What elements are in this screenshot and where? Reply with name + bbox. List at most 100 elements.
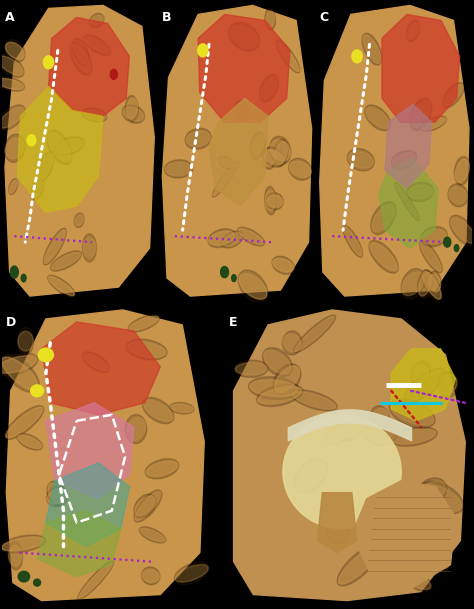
Ellipse shape: [219, 158, 234, 167]
Text: A: A: [5, 12, 15, 24]
Ellipse shape: [365, 107, 390, 128]
Ellipse shape: [407, 182, 434, 202]
Ellipse shape: [220, 266, 229, 278]
Ellipse shape: [337, 420, 362, 438]
Ellipse shape: [396, 183, 419, 220]
Ellipse shape: [32, 180, 43, 198]
Ellipse shape: [47, 481, 67, 506]
Ellipse shape: [238, 229, 264, 244]
Ellipse shape: [370, 242, 398, 271]
Ellipse shape: [185, 128, 211, 149]
Ellipse shape: [270, 136, 291, 164]
Ellipse shape: [235, 362, 267, 375]
Ellipse shape: [235, 103, 247, 118]
Ellipse shape: [418, 270, 433, 298]
Ellipse shape: [422, 270, 442, 301]
Ellipse shape: [407, 21, 420, 41]
Ellipse shape: [443, 236, 452, 248]
Ellipse shape: [5, 138, 24, 158]
Polygon shape: [382, 15, 460, 122]
Ellipse shape: [370, 544, 394, 567]
Polygon shape: [392, 349, 456, 421]
Ellipse shape: [265, 191, 276, 211]
Ellipse shape: [142, 569, 160, 582]
Ellipse shape: [139, 527, 166, 543]
Ellipse shape: [6, 407, 43, 438]
Ellipse shape: [128, 315, 160, 332]
Ellipse shape: [239, 273, 267, 299]
Ellipse shape: [404, 368, 446, 403]
Ellipse shape: [420, 242, 442, 271]
Ellipse shape: [293, 315, 336, 353]
Ellipse shape: [411, 361, 430, 386]
Ellipse shape: [351, 49, 363, 63]
Ellipse shape: [9, 179, 18, 195]
Ellipse shape: [213, 163, 238, 196]
Ellipse shape: [264, 186, 276, 215]
Ellipse shape: [274, 141, 287, 164]
Ellipse shape: [283, 331, 302, 355]
Ellipse shape: [295, 316, 335, 351]
Ellipse shape: [0, 77, 25, 91]
Ellipse shape: [5, 40, 25, 62]
Ellipse shape: [412, 364, 429, 384]
Ellipse shape: [143, 398, 174, 424]
Ellipse shape: [9, 266, 19, 279]
Ellipse shape: [413, 535, 449, 569]
Ellipse shape: [265, 11, 275, 28]
Ellipse shape: [46, 486, 67, 507]
Ellipse shape: [343, 225, 363, 258]
Ellipse shape: [395, 183, 419, 221]
Ellipse shape: [292, 392, 336, 409]
Ellipse shape: [33, 579, 41, 587]
Ellipse shape: [421, 116, 447, 131]
Ellipse shape: [391, 150, 417, 169]
Ellipse shape: [175, 565, 208, 582]
Ellipse shape: [6, 42, 25, 59]
Ellipse shape: [48, 133, 71, 162]
Ellipse shape: [394, 515, 420, 531]
Ellipse shape: [405, 370, 444, 401]
Ellipse shape: [263, 348, 292, 376]
Ellipse shape: [338, 547, 378, 584]
Ellipse shape: [229, 23, 260, 51]
Ellipse shape: [273, 258, 294, 272]
Ellipse shape: [392, 153, 416, 166]
Ellipse shape: [369, 241, 398, 273]
Ellipse shape: [392, 429, 436, 444]
Ellipse shape: [31, 178, 44, 200]
Ellipse shape: [141, 567, 160, 585]
Polygon shape: [198, 15, 290, 122]
Ellipse shape: [48, 275, 75, 297]
Ellipse shape: [229, 26, 259, 48]
Ellipse shape: [84, 37, 110, 54]
Polygon shape: [18, 86, 103, 212]
Ellipse shape: [36, 152, 54, 183]
Ellipse shape: [248, 377, 299, 400]
Ellipse shape: [123, 107, 144, 121]
Ellipse shape: [18, 327, 34, 355]
Ellipse shape: [336, 417, 363, 441]
Ellipse shape: [197, 43, 209, 58]
Ellipse shape: [0, 105, 25, 130]
Ellipse shape: [449, 215, 474, 246]
Ellipse shape: [126, 339, 167, 360]
Ellipse shape: [78, 561, 113, 599]
Ellipse shape: [394, 540, 417, 558]
Ellipse shape: [438, 371, 458, 397]
Ellipse shape: [71, 44, 91, 73]
Ellipse shape: [134, 494, 156, 518]
Ellipse shape: [74, 215, 84, 226]
Ellipse shape: [422, 272, 441, 299]
Ellipse shape: [55, 136, 84, 155]
Ellipse shape: [291, 390, 337, 411]
Ellipse shape: [222, 233, 243, 246]
Ellipse shape: [448, 184, 468, 207]
Ellipse shape: [250, 132, 265, 159]
Ellipse shape: [369, 542, 396, 569]
Ellipse shape: [134, 490, 162, 522]
Polygon shape: [234, 310, 465, 600]
Ellipse shape: [265, 9, 275, 30]
Ellipse shape: [410, 99, 432, 130]
Ellipse shape: [0, 353, 38, 376]
